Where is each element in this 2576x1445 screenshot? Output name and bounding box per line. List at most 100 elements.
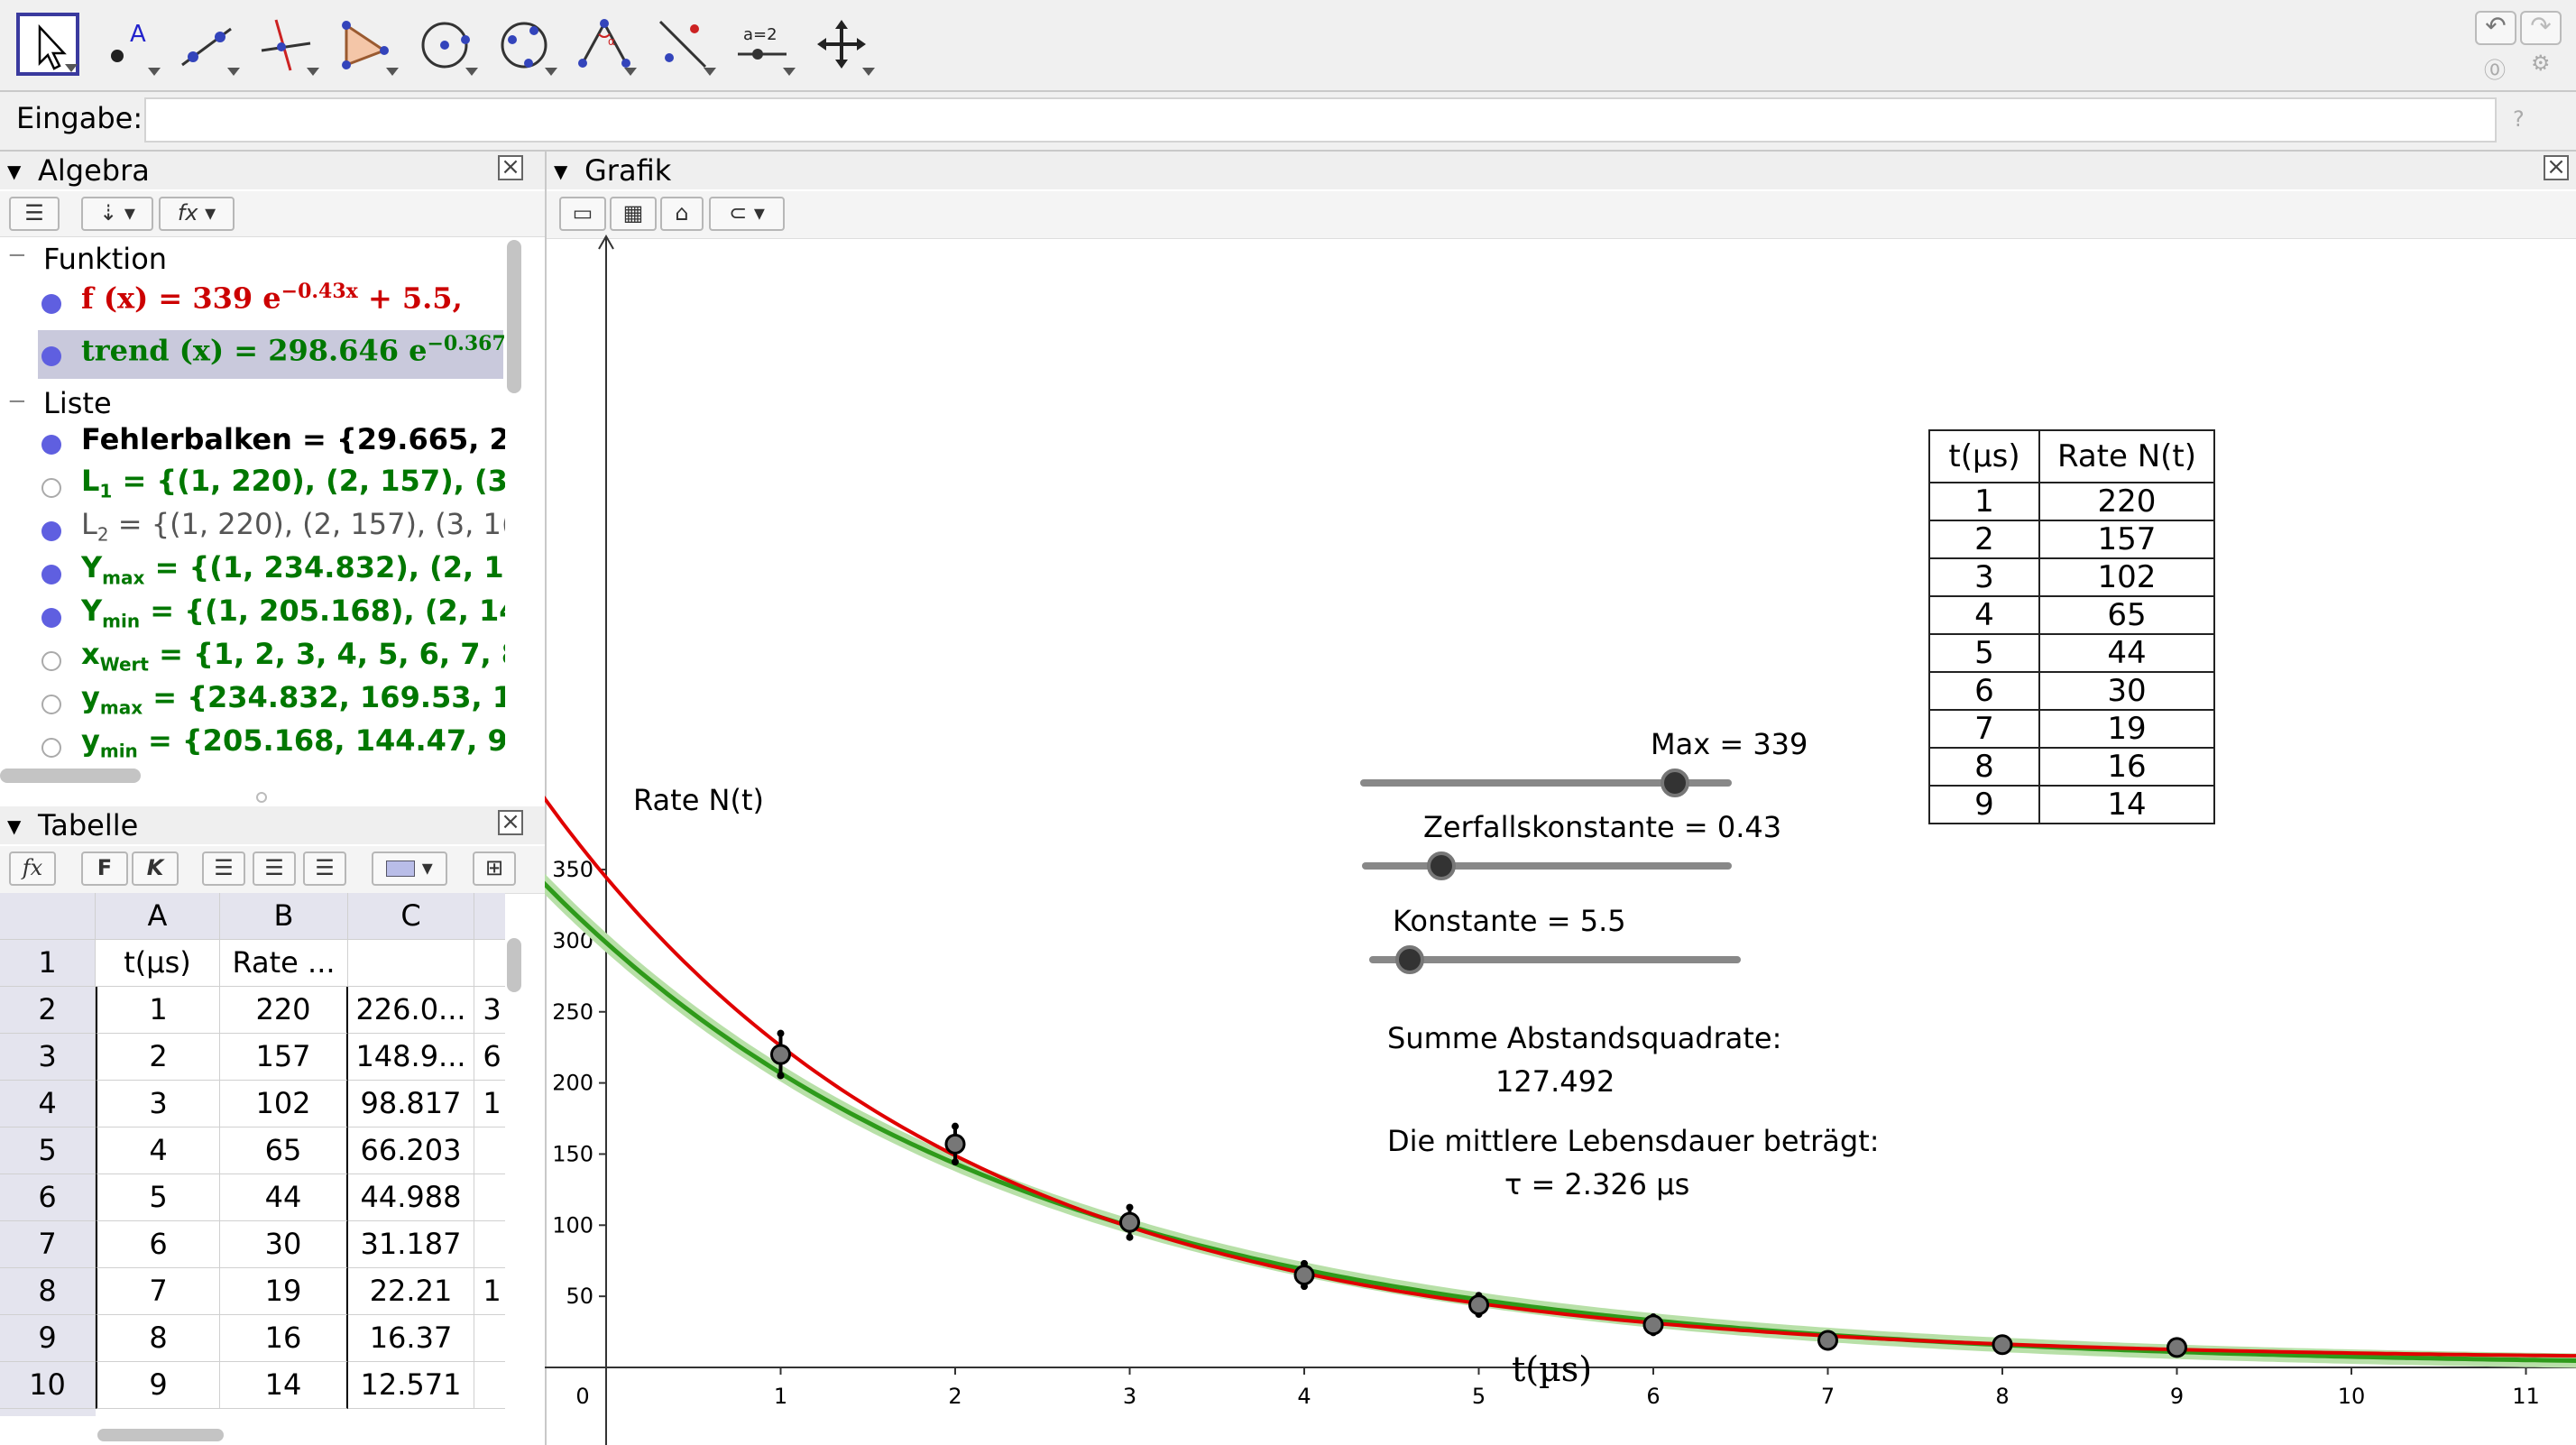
- cell-d[interactable]: [474, 1315, 505, 1362]
- cell-d[interactable]: [474, 1362, 505, 1409]
- row-header[interactable]: 1: [0, 940, 96, 987]
- row-header[interactable]: 2: [0, 987, 96, 1034]
- l2-definition[interactable]: L2 = {(1, 220), (2, 157), (3, 1(: [81, 507, 505, 545]
- cell-c[interactable]: 31.187: [348, 1221, 474, 1268]
- tabelle-close-button[interactable]: ×: [498, 810, 523, 835]
- slider-max-track[interactable]: [1360, 779, 1732, 787]
- cell-c[interactable]: 98.817: [348, 1081, 474, 1127]
- line-tool-button[interactable]: [175, 13, 240, 76]
- cell-b[interactable]: 14: [220, 1362, 348, 1409]
- row-header[interactable]: 4: [0, 1081, 96, 1127]
- ymax-list-visibility-toggle[interactable]: [41, 695, 61, 714]
- point-capturing-button[interactable]: ⊂ ▾: [709, 197, 785, 231]
- column-header-d[interactable]: [474, 893, 505, 940]
- cell-d[interactable]: [474, 1221, 505, 1268]
- f-visibility-toggle[interactable]: [41, 294, 61, 314]
- algebra-sort-button[interactable]: ⇣ ▾: [81, 197, 153, 231]
- cell-d[interactable]: 1: [474, 1081, 505, 1127]
- row-header[interactable]: 7: [0, 1221, 96, 1268]
- ymax-points-definition[interactable]: Ymax = {(1, 234.832), (2, 169.: [81, 550, 505, 588]
- f-definition[interactable]: f (x) = 339 e−0.43x + 5.5,: [81, 280, 463, 316]
- xwert-visibility-toggle[interactable]: [41, 651, 61, 671]
- point-tool-button[interactable]: A: [96, 13, 161, 76]
- splitter-handle[interactable]: [256, 792, 267, 803]
- cell-b[interactable]: 30: [220, 1221, 348, 1268]
- cell-a[interactable]: 9: [96, 1362, 220, 1409]
- fehlerbalken-definition[interactable]: Fehlerbalken = {29.665, 25.0: [81, 422, 505, 456]
- align-right-button[interactable]: ☰: [303, 851, 346, 886]
- sheet-vertical-scrollbar[interactable]: [507, 938, 521, 992]
- home-view-button[interactable]: ⌂: [660, 197, 704, 231]
- collapse-liste-icon[interactable]: −: [7, 388, 27, 415]
- slider-max-knob[interactable]: [1661, 769, 1690, 797]
- cell-d[interactable]: [474, 1174, 505, 1221]
- tabelle-fx-button[interactable]: fx: [9, 851, 56, 886]
- fehlerbalken-visibility-toggle[interactable]: [41, 435, 61, 455]
- undo-button[interactable]: ↶: [2475, 11, 2516, 45]
- sheet-horizontal-scrollbar[interactable]: [97, 1429, 224, 1441]
- column-header-a[interactable]: A: [96, 893, 220, 940]
- algebra-close-button[interactable]: ×: [498, 155, 523, 180]
- ymin-list-definition[interactable]: ymin = {205.168, 144.47, 91.5: [81, 723, 505, 759]
- cell-b[interactable]: 157: [220, 1034, 348, 1081]
- xwert-definition[interactable]: xWert = {1, 2, 3, 4, 5, 6, 7, 8, 9: [81, 637, 505, 675]
- algebra-vertical-scrollbar[interactable]: [507, 240, 521, 393]
- cell-b[interactable]: 65: [220, 1127, 348, 1174]
- column-header-b[interactable]: B: [220, 893, 348, 940]
- move-tool-button[interactable]: [16, 13, 79, 76]
- align-left-button[interactable]: ☰: [202, 851, 245, 886]
- column-header-c[interactable]: C: [348, 893, 474, 940]
- cell-c[interactable]: 66.203: [348, 1127, 474, 1174]
- l2-visibility-toggle[interactable]: [41, 521, 61, 541]
- cell-a[interactable]: 2: [96, 1034, 220, 1081]
- collapse-funktion-icon[interactable]: −: [7, 242, 27, 269]
- slider-konstante-track[interactable]: [1369, 956, 1741, 963]
- cell-c[interactable]: [348, 940, 474, 987]
- cell-b[interactable]: 16: [220, 1315, 348, 1362]
- cell-d[interactable]: [474, 1127, 505, 1174]
- cell-b[interactable]: 19: [220, 1268, 348, 1315]
- sheet-corner[interactable]: [0, 893, 96, 940]
- settings-gear-icon[interactable]: ⚙: [2531, 51, 2551, 76]
- toggle-grid-button[interactable]: ▦: [610, 197, 657, 231]
- redo-button[interactable]: ↷: [2520, 11, 2562, 45]
- slider-tool-button[interactable]: a=2: [731, 13, 796, 76]
- cell-d[interactable]: 6: [474, 1034, 505, 1081]
- l1-definition[interactable]: L1 = {(1, 220), (2, 157), (3, 1(: [81, 464, 505, 502]
- cell-a[interactable]: 4: [96, 1127, 220, 1174]
- cell-a[interactable]: 6: [96, 1221, 220, 1268]
- cell-b[interactable]: Rate ...: [220, 940, 348, 987]
- cell-c[interactable]: 12.571: [348, 1362, 474, 1409]
- algebra-horizontal-scrollbar[interactable]: [0, 769, 141, 783]
- collapse-triangle-icon[interactable]: ▼: [7, 161, 22, 182]
- cell-c[interactable]: 148.9...: [348, 1034, 474, 1081]
- polygon-tool-button[interactable]: [334, 13, 399, 76]
- italic-button[interactable]: K: [132, 851, 179, 886]
- ymin-points-definition[interactable]: Ymin = {(1, 205.168), (2, 144.: [81, 594, 505, 631]
- slider-zerfall-track[interactable]: [1362, 862, 1732, 870]
- input-field[interactable]: [144, 97, 2497, 143]
- ymax-list-definition[interactable]: ymax = {234.832, 169.53, 112: [81, 680, 505, 718]
- cell-a[interactable]: 5: [96, 1174, 220, 1221]
- cell-a[interactable]: 1: [96, 987, 220, 1034]
- cell-b[interactable]: 44: [220, 1174, 348, 1221]
- row-header[interactable]: 5: [0, 1127, 96, 1174]
- move-view-tool-button[interactable]: [810, 13, 875, 76]
- slider-konstante-knob[interactable]: [1395, 945, 1425, 974]
- cell-c[interactable]: 22.21: [348, 1268, 474, 1315]
- background-color-button[interactable]: ▾: [372, 851, 447, 886]
- row-header[interactable]: 3: [0, 1034, 96, 1081]
- ellipse-tool-button[interactable]: [492, 13, 557, 76]
- help-icon[interactable]: ⓪: [2484, 58, 2506, 83]
- cell-d[interactable]: [474, 940, 505, 987]
- cell-b[interactable]: 102: [220, 1081, 348, 1127]
- bold-button[interactable]: F: [81, 851, 128, 886]
- input-help-icon[interactable]: ?: [2513, 106, 2525, 132]
- collapse-triangle-icon[interactable]: ▼: [554, 161, 568, 182]
- trend-visibility-toggle[interactable]: [41, 346, 61, 366]
- cell-c[interactable]: 16.37: [348, 1315, 474, 1362]
- row-header[interactable]: 6: [0, 1174, 96, 1221]
- row-header[interactable]: 9: [0, 1315, 96, 1362]
- cell-d[interactable]: 1: [474, 1268, 505, 1315]
